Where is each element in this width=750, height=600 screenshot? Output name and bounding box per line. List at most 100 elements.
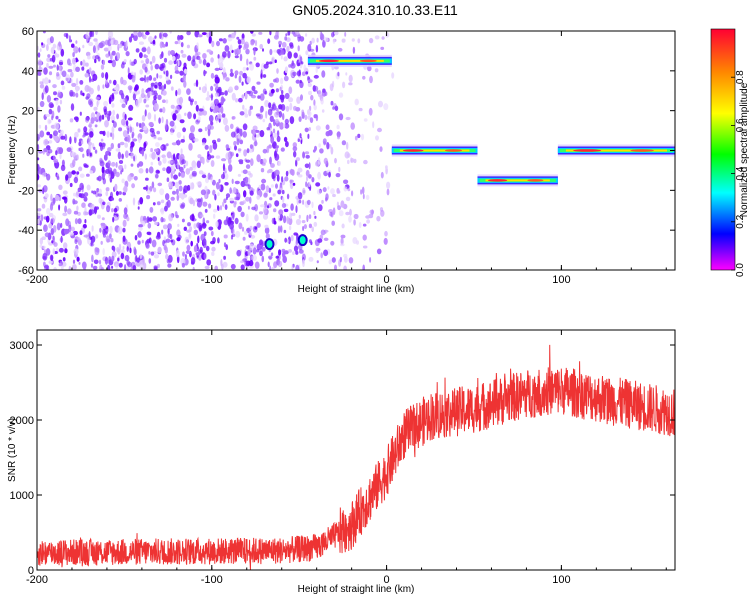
noise-speckle bbox=[149, 91, 153, 97]
noise-speckle bbox=[243, 176, 249, 184]
noise-speckle bbox=[380, 171, 384, 179]
noise-speckle bbox=[151, 151, 156, 160]
noise-speckle bbox=[105, 168, 110, 174]
noise-speckle bbox=[155, 169, 160, 174]
noise-speckle bbox=[386, 188, 390, 196]
noise-speckle bbox=[91, 190, 94, 194]
noise-speckle bbox=[106, 205, 111, 213]
noise-speckle bbox=[47, 148, 53, 154]
noise-speckle bbox=[347, 188, 351, 192]
noise-speckle bbox=[351, 190, 354, 197]
noise-speckle bbox=[113, 91, 119, 95]
noise-speckle bbox=[154, 221, 159, 226]
noise-speckle bbox=[330, 100, 334, 106]
noise-speckle bbox=[128, 104, 134, 111]
noise-speckle bbox=[189, 166, 194, 171]
noise-speckle bbox=[174, 70, 180, 74]
noise-speckle bbox=[113, 79, 117, 86]
noise-speckle bbox=[317, 157, 321, 165]
noise-speckle bbox=[147, 112, 152, 120]
noise-speckle bbox=[353, 219, 356, 226]
noise-speckle bbox=[88, 122, 93, 129]
noise-speckle bbox=[125, 51, 130, 57]
noise-speckle bbox=[283, 56, 288, 62]
noise-speckle bbox=[120, 249, 125, 254]
noise-speckle bbox=[314, 215, 317, 219]
noise-speckle bbox=[232, 212, 235, 220]
noise-speckle bbox=[265, 110, 268, 119]
noise-speckle bbox=[187, 55, 192, 62]
noise-speckle bbox=[60, 135, 66, 140]
colorbar-tick-label: 0.2 bbox=[735, 214, 746, 228]
noise-speckle bbox=[198, 128, 203, 133]
noise-speckle bbox=[157, 94, 162, 101]
noise-speckle bbox=[214, 193, 217, 201]
noise-speckle bbox=[285, 33, 288, 37]
noise-speckle bbox=[94, 58, 97, 64]
noise-speckle bbox=[54, 135, 60, 142]
noise-speckle bbox=[125, 40, 128, 49]
noise-speckle bbox=[253, 90, 258, 95]
noise-speckle bbox=[153, 254, 160, 259]
noise-speckle bbox=[238, 75, 242, 83]
noise-speckle bbox=[249, 190, 254, 196]
noise-speckle bbox=[291, 31, 296, 35]
noise-speckle bbox=[102, 234, 107, 238]
noise-speckle bbox=[215, 116, 218, 124]
noise-speckle bbox=[336, 124, 340, 130]
noise-speckle bbox=[239, 111, 245, 116]
noise-speckle bbox=[53, 64, 56, 68]
noise-speckle bbox=[115, 55, 118, 61]
noise-speckle bbox=[261, 178, 267, 184]
noise-speckle bbox=[293, 232, 298, 236]
noise-speckle bbox=[341, 223, 345, 229]
noise-speckle bbox=[143, 125, 148, 131]
snr-y-axis-label: SNR (10 * v/v) bbox=[7, 418, 18, 482]
noise-speckle bbox=[94, 55, 100, 60]
noise-speckle bbox=[288, 64, 292, 68]
noise-speckle bbox=[242, 104, 245, 110]
noise-speckle bbox=[139, 264, 144, 270]
noise-speckle bbox=[81, 202, 86, 208]
noise-speckle bbox=[348, 82, 353, 86]
noise-speckle bbox=[188, 143, 193, 151]
noise-speckle bbox=[62, 212, 68, 217]
noise-speckle bbox=[238, 222, 243, 230]
noise-speckle bbox=[148, 237, 152, 244]
noise-speckle bbox=[107, 31, 114, 39]
noise-speckle bbox=[141, 88, 145, 96]
noise-speckle bbox=[337, 135, 340, 140]
noise-speckle bbox=[230, 131, 236, 138]
noise-speckle bbox=[154, 84, 158, 89]
noise-speckle bbox=[201, 222, 207, 229]
noise-speckle bbox=[242, 72, 247, 79]
noise-speckle bbox=[67, 69, 73, 73]
noise-speckle bbox=[288, 97, 294, 103]
noise-speckle bbox=[189, 197, 194, 205]
noise-speckle bbox=[322, 39, 326, 48]
noise-speckle bbox=[156, 73, 159, 79]
noise-speckle bbox=[210, 121, 214, 126]
noise-speckle bbox=[104, 120, 109, 128]
colorbar-tick-label: 0.4 bbox=[735, 166, 746, 180]
y-tick-label: 2000 bbox=[10, 415, 34, 427]
noise-speckle bbox=[56, 176, 60, 181]
noise-speckle bbox=[82, 224, 87, 229]
noise-speckle bbox=[107, 147, 112, 152]
noise-speckle bbox=[78, 47, 81, 53]
noise-speckle bbox=[269, 31, 272, 36]
noise-speckle bbox=[67, 58, 71, 66]
noise-speckle bbox=[262, 148, 268, 154]
noise-speckle bbox=[247, 248, 251, 256]
noise-speckle bbox=[151, 181, 155, 189]
noise-speckle bbox=[262, 74, 267, 78]
noise-speckle bbox=[313, 210, 316, 216]
noise-speckle bbox=[198, 108, 204, 112]
noise-speckle bbox=[144, 94, 147, 99]
noise-speckle bbox=[55, 150, 58, 156]
noise-speckle bbox=[240, 37, 245, 45]
noise-speckle bbox=[162, 99, 166, 103]
noise-speckle bbox=[363, 159, 368, 165]
noise-speckle bbox=[234, 74, 237, 79]
noise-speckle bbox=[132, 265, 137, 270]
